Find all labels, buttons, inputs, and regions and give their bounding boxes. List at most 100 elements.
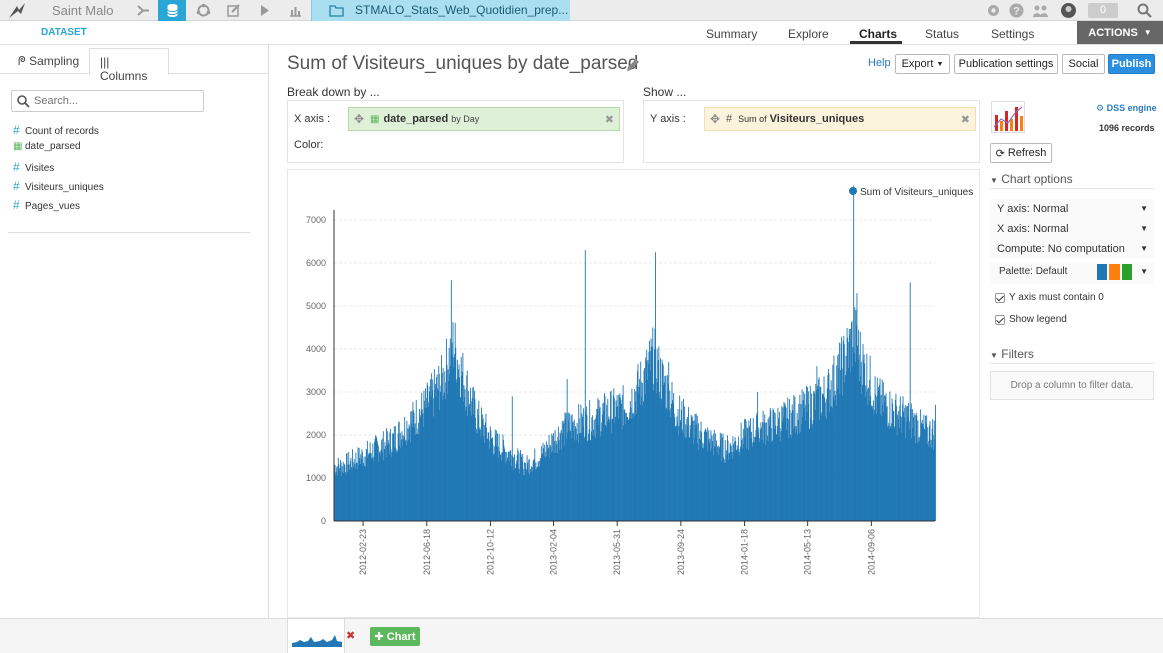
export-button[interactable]: Export ▼ bbox=[895, 54, 950, 74]
bar bbox=[712, 441, 714, 521]
y-axis-field-pill[interactable]: ✥ # Sum of Visiteurs_uniques ✖ bbox=[704, 107, 976, 131]
refresh-button[interactable]: ⟳ Refresh bbox=[990, 143, 1052, 163]
bar bbox=[865, 385, 867, 521]
x-axis-option[interactable]: X axis: Normal ▼ bbox=[990, 219, 1154, 239]
flow-icon[interactable] bbox=[129, 0, 157, 21]
bar bbox=[470, 401, 472, 521]
users-icon[interactable] bbox=[1032, 2, 1049, 19]
checkbox[interactable] bbox=[995, 292, 1005, 303]
avatar[interactable] bbox=[1060, 2, 1077, 19]
project-name[interactable]: Saint Malo bbox=[52, 3, 114, 18]
bar bbox=[662, 364, 664, 521]
remove-icon[interactable]: ✖ bbox=[960, 114, 970, 126]
records-count: 1096 records bbox=[1099, 123, 1155, 133]
bar bbox=[504, 448, 506, 521]
dashboards-icon[interactable] bbox=[281, 0, 309, 21]
notebooks-icon[interactable] bbox=[219, 0, 247, 21]
bar bbox=[789, 399, 790, 521]
chart-type-icon[interactable] bbox=[991, 101, 1025, 133]
remove-icon[interactable]: ✖ bbox=[604, 114, 614, 126]
column-item[interactable]: ▦ date_parsed bbox=[13, 141, 81, 152]
bar bbox=[350, 457, 352, 521]
bar bbox=[854, 307, 856, 521]
palette-swatch[interactable] bbox=[1097, 264, 1132, 280]
bar bbox=[440, 385, 442, 521]
bar bbox=[543, 456, 545, 521]
search-icon[interactable] bbox=[1136, 2, 1153, 19]
filters-dropzone[interactable]: Drop a column to filter data. bbox=[990, 371, 1154, 400]
refresh-label: Refresh bbox=[1007, 147, 1047, 159]
y-axis-option[interactable]: Y axis: Normal ▼ bbox=[990, 199, 1154, 219]
y-contains-zero-checkbox[interactable]: Y axis must contain 0 bbox=[995, 292, 1104, 303]
publication-settings-button[interactable]: Publication settings bbox=[954, 54, 1058, 74]
bar bbox=[471, 398, 473, 521]
tab-charts[interactable]: Charts bbox=[859, 27, 898, 41]
add-chart-button[interactable]: ✚ Chart bbox=[370, 627, 420, 646]
move-icon[interactable]: ✥ bbox=[354, 112, 365, 126]
bar bbox=[559, 432, 561, 521]
move-icon[interactable]: ✥ bbox=[710, 112, 721, 126]
bar bbox=[370, 453, 372, 521]
publish-button[interactable]: Publish bbox=[1108, 54, 1155, 74]
gear-icon[interactable] bbox=[985, 2, 1002, 19]
bar bbox=[360, 459, 362, 521]
bar bbox=[892, 403, 894, 521]
actions-button[interactable]: ACTIONS ▼ bbox=[1077, 21, 1163, 44]
filters-header[interactable]: ▼ Filters bbox=[990, 347, 1154, 364]
column-item[interactable]: # Pages_vues bbox=[13, 198, 80, 212]
bar bbox=[888, 422, 890, 521]
bar bbox=[889, 391, 891, 521]
bar bbox=[566, 439, 568, 521]
tab-explore[interactable]: Explore bbox=[788, 27, 829, 41]
bar bbox=[458, 364, 460, 521]
compute-option[interactable]: Compute: No computation ▼ bbox=[990, 239, 1154, 259]
bar bbox=[696, 415, 698, 521]
search-icon bbox=[17, 95, 30, 108]
bar bbox=[492, 437, 493, 521]
bar bbox=[593, 429, 594, 521]
show-legend-checkbox[interactable]: Show legend bbox=[995, 314, 1067, 325]
option-key: Y axis: bbox=[997, 203, 1030, 215]
bar bbox=[787, 438, 789, 521]
engine-link[interactable]: ⚙ DSS engine bbox=[1096, 103, 1157, 114]
bar bbox=[694, 437, 695, 521]
recipes-icon[interactable] bbox=[189, 0, 217, 21]
bar bbox=[707, 439, 709, 521]
bar bbox=[792, 428, 794, 521]
search-input[interactable] bbox=[34, 93, 199, 109]
column-item[interactable]: # Visiteurs_uniques bbox=[13, 179, 104, 193]
chart-options-header[interactable]: ▼ Chart options bbox=[990, 172, 1154, 189]
social-button[interactable]: Social bbox=[1062, 54, 1105, 74]
bar bbox=[344, 472, 346, 521]
palette-option[interactable]: Palette: Default ▼ bbox=[990, 262, 1154, 284]
checkbox[interactable] bbox=[995, 314, 1005, 325]
dataset-tab[interactable]: STMALO_Stats_Web_Quotidien_prep... bbox=[311, 0, 570, 21]
bar bbox=[369, 442, 371, 521]
column-item[interactable]: # Count of records bbox=[13, 123, 99, 137]
x-axis-field-pill[interactable]: ✥ ▦ date_parsed by Day ✖ bbox=[348, 107, 620, 131]
bar bbox=[463, 385, 465, 521]
bar bbox=[745, 420, 747, 521]
bar bbox=[542, 442, 544, 521]
remove-chart-icon[interactable]: ✖ bbox=[346, 630, 356, 642]
datasets-icon[interactable] bbox=[158, 0, 186, 21]
bar bbox=[617, 406, 619, 521]
bar bbox=[771, 440, 773, 521]
jobs-icon[interactable] bbox=[250, 0, 278, 21]
bar bbox=[671, 403, 672, 521]
tab-sampling[interactable]: ᖘ Sampling bbox=[8, 48, 89, 75]
dss-logo-icon[interactable] bbox=[7, 2, 29, 19]
chart-thumbnail-tab[interactable] bbox=[287, 619, 345, 653]
notification-count[interactable]: 0 bbox=[1088, 3, 1118, 18]
bar bbox=[622, 394, 624, 521]
tab-status[interactable]: Status bbox=[925, 27, 960, 41]
bar bbox=[628, 418, 630, 521]
tab-columns[interactable]: ||| Columns bbox=[89, 48, 169, 83]
pencil-icon[interactable] bbox=[624, 56, 642, 74]
tab-summary[interactable]: Summary bbox=[706, 27, 758, 41]
help-link[interactable]: Help bbox=[868, 57, 891, 69]
column-item[interactable]: # Visites bbox=[13, 160, 54, 174]
tab-settings[interactable]: Settings bbox=[991, 27, 1035, 41]
help-icon[interactable]: ? bbox=[1008, 2, 1025, 19]
bar bbox=[533, 459, 535, 521]
